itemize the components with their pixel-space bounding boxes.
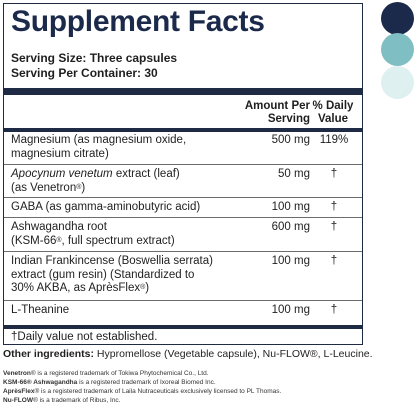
daily-value-header: % Daily Value <box>308 100 358 126</box>
serving-size: Serving Size: Three capsules <box>11 51 178 65</box>
ingredient-name-line: (KSM-66®, full spectrum extract) <box>11 235 236 249</box>
registered-mark: ® <box>76 183 82 191</box>
ingredient-daily-value: † <box>330 221 338 233</box>
ingredient-name-line: extract (gum resin) (Standardized to <box>11 268 195 281</box>
ingredient-name-line: Ashwagandha root <box>11 221 107 233</box>
dv-header-line2: Value <box>317 113 349 125</box>
ingredient-row-ashwagandha: Ashwagandha root (KSM-66®, full spectrum… <box>4 218 362 252</box>
other-ingredients-text: Hypromellose (Vegetable capsule), Nu-FLO… <box>94 348 373 360</box>
ingredient-name-line: (as Venetron®) <box>11 182 236 196</box>
ingredient-name-line: L-Theanine <box>11 304 70 316</box>
trademark-note: Nu-FLOW® is a trademark of Ribus, Inc. <box>3 397 120 405</box>
ingredient-row-apocynum: Apocynum venetum extract (leaf) (as Vene… <box>4 165 362 198</box>
ingredient-row-gaba: GABA (as gamma-aminobutyric acid) 100 mg… <box>4 198 362 218</box>
trademark-note: AprèsFlex® is a registered trademark of … <box>3 388 281 396</box>
ingredient-amount: 500 mg <box>271 134 310 146</box>
ingredient-name: Magnesium (as magnesium oxide, magnesium… <box>11 134 236 161</box>
ingredient-amount: 600 mg <box>271 221 310 233</box>
amount-header-line2: Serving <box>267 113 310 125</box>
amount-per-serving-header: Amount Per Serving <box>220 100 310 126</box>
ingredient-name-part: (as Venetron <box>11 181 77 194</box>
trademark-note: KSM-66® Ashwagandha is a registered trad… <box>3 379 216 387</box>
ingredient-name-line: 30% AKBA, as AprèsFlex®) <box>11 282 236 296</box>
ingredient-daily-value: † <box>330 304 338 316</box>
registered-mark: ® <box>56 236 62 244</box>
trademark-text: ® is a trademark of Ribus, Inc. <box>32 397 121 404</box>
ingredient-name-part: , full spectrum extract) <box>61 234 175 247</box>
servings-per-container: Serving Per Container: 30 <box>11 66 158 80</box>
row-divider <box>4 164 362 165</box>
row-divider <box>4 300 362 301</box>
trademark-text: ® is a registered trademark of Tokiwa Ph… <box>30 370 209 377</box>
row-divider <box>4 197 362 198</box>
panel-title: Supplement Facts <box>11 5 265 38</box>
header-divider <box>4 128 362 132</box>
amount-header-line1: Amount Per <box>244 100 310 112</box>
ingredient-name-part: 30% AKBA, as AprèsFlex <box>11 282 141 294</box>
ingredient-name-italic: Apocynum venetum <box>11 168 113 180</box>
ingredient-amount: 100 mg <box>271 201 310 213</box>
dv-header-line1: % Daily <box>312 100 354 112</box>
ingredient-daily-value: † <box>330 168 338 180</box>
ingredient-name: Indian Frankincense (Boswellia serrata) … <box>11 255 236 296</box>
ingredient-name-part: (KSM-66 <box>11 234 57 247</box>
trademark-name: Nu-FLOW <box>3 397 33 404</box>
ingredient-name: GABA (as gamma-aminobutyric acid) <box>11 201 236 215</box>
ingredient-daily-value: 119% <box>319 134 349 146</box>
ingredient-name-part: ) <box>145 282 150 294</box>
ingredient-daily-value: † <box>330 201 338 213</box>
ingredient-name-line: Indian Frankincense (Boswellia serrata) <box>11 255 213 267</box>
row-divider <box>4 251 362 252</box>
other-ingredients-label: Other ingredients: <box>3 348 95 360</box>
other-ingredients: Other ingredients: Hypromellose (Vegetab… <box>3 348 373 361</box>
row-divider <box>4 217 362 218</box>
bottom-divider <box>4 325 362 329</box>
registered-mark: ® <box>140 284 146 291</box>
trademark-name: KSM-66® Ashwagandha <box>3 379 78 386</box>
ingredient-name-line: Apocynum venetum extract (leaf) <box>11 168 236 182</box>
ingredient-name: Ashwagandha root (KSM-66®, full spectrum… <box>11 221 236 248</box>
ingredient-amount: 100 mg <box>271 304 310 316</box>
ingredient-row-magnesium: Magnesium (as magnesium oxide, magnesium… <box>4 131 362 165</box>
ingredient-name-part: ) <box>81 181 86 194</box>
color-swatch-teal[interactable] <box>381 33 414 66</box>
ingredient-name-line: magnesium citrate) <box>11 147 109 160</box>
daily-value-footnote: †Daily value not established. <box>11 331 158 343</box>
ingredient-amount: 50 mg <box>278 168 310 180</box>
trademark-name: Venetron <box>3 370 31 377</box>
trademark-text: is a registered trademark of Ixoreal Bio… <box>77 379 216 386</box>
trademark-text: ® is a registered trademark of Laila Nut… <box>34 388 282 395</box>
ingredient-name: L-Theanine <box>11 304 236 318</box>
ingredient-name: Apocynum venetum extract (leaf) (as Vene… <box>11 168 236 195</box>
trademark-note: Venetron® is a registered trademark of T… <box>3 370 209 378</box>
supplement-facts-panel: Supplement Facts Serving Size: Three cap… <box>3 3 363 345</box>
trademark-name: AprèsFlex <box>3 388 35 395</box>
ingredient-row-frankincense: Indian Frankincense (Boswellia serrata) … <box>4 252 362 301</box>
ingredient-name-line: GABA (as gamma-aminobutyric acid) <box>11 201 201 213</box>
ingredient-amount: 100 mg <box>271 255 310 267</box>
ingredient-name-rest: extract (leaf) <box>112 168 180 180</box>
ingredient-row-l-theanine: L-Theanine 100 mg † <box>4 301 362 325</box>
ingredient-name-line: Magnesium (as magnesium oxide, <box>11 134 187 146</box>
ingredient-daily-value: † <box>330 255 338 267</box>
thick-divider <box>4 88 362 95</box>
color-swatch-light-teal[interactable] <box>381 66 414 99</box>
color-swatch-dark-navy[interactable] <box>381 2 414 35</box>
